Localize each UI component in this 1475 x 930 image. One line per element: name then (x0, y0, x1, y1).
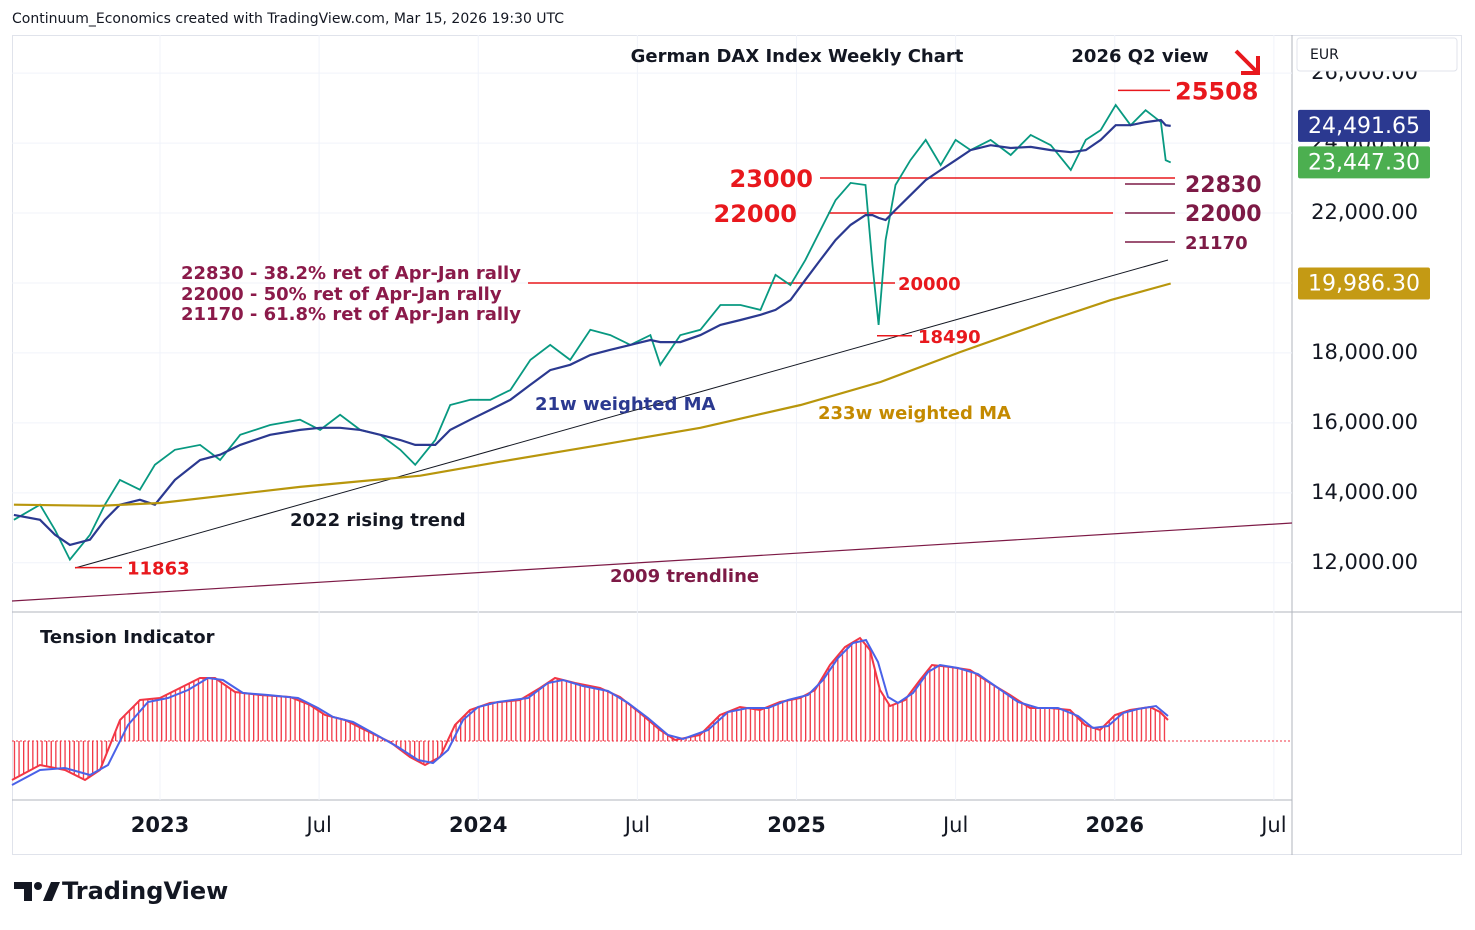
down-arrow (1234, 49, 1260, 75)
currency-box (1296, 37, 1458, 72)
trendline-2022 (74, 259, 1169, 569)
x-tick-label: 2024 (449, 813, 507, 837)
x-tick-label: 2023 (131, 813, 189, 837)
note: 21170 - 61.8% ret of Apr-Jan rally (181, 304, 521, 325)
price-label: 24,491.65 (1308, 114, 1420, 139)
level-label: 22000 (714, 200, 798, 228)
level-label: 18490 (918, 327, 981, 348)
price-label: 19,986.30 (1308, 271, 1420, 296)
chart-title: German DAX Index Weekly Chart (631, 46, 964, 67)
indicator-title: Tension Indicator (40, 627, 215, 648)
tension-signal (11, 638, 1169, 786)
x-tick-label: 2025 (767, 813, 825, 837)
y-tick-label: 14,000.00 (1311, 480, 1418, 504)
y-tick-label: 18,000.00 (1311, 340, 1418, 364)
series-line (13, 103, 1172, 562)
trendline-label: 2009 trendline (610, 566, 759, 587)
y-tick-label: 16,000.00 (1311, 410, 1418, 434)
level-label: 11863 (127, 559, 190, 580)
currency: EUR (1310, 47, 1339, 63)
series-line (13, 118, 1171, 547)
trendline-label: 2022 rising trend (290, 510, 466, 531)
x-tick-label: Jul (1259, 813, 1286, 837)
x-tick-label: 2026 (1086, 813, 1144, 837)
note: 22000 - 50% ret of Apr-Jan rally (181, 284, 502, 305)
level-label: 25508 (1175, 77, 1259, 105)
price-label-bg (1298, 146, 1430, 179)
main-pane (12, 89, 1292, 602)
x-tick-label: Jul (941, 813, 968, 837)
x-tick-label: Jul (623, 813, 650, 837)
y-tick-label: 22,000.00 (1311, 200, 1418, 224)
subtitle: 2026 Q2 view (1071, 46, 1208, 67)
x-tick-label: Jul (304, 813, 331, 837)
logo-text: TradingView (62, 877, 228, 905)
series-line (13, 282, 1171, 507)
logo: TradingView (14, 877, 228, 905)
tension-indicator (11, 636, 1292, 786)
frame (12, 35, 1462, 855)
level-label: 21170 (1185, 233, 1248, 254)
price-label: 23,447.30 (1308, 150, 1420, 175)
level-label: 22000 (1185, 202, 1262, 227)
level-label: 20000 (898, 274, 961, 295)
price-label-bg (1298, 109, 1430, 142)
trendline-2009 (12, 522, 1292, 602)
level-label: 22830 (1185, 173, 1262, 198)
level-label: 23000 (730, 165, 814, 193)
note: 22830 - 38.2% ret of Apr-Jan rally (181, 263, 521, 284)
tension-histogram (12, 638, 1168, 780)
price-label-bg (1298, 267, 1430, 300)
ma-label: 21w weighted MA (535, 394, 716, 415)
header: Continuum_Economics created with Trading… (12, 11, 564, 27)
y-tick-label: 12,000.00 (1311, 550, 1418, 574)
ma-label: 233w weighted MA (818, 403, 1011, 424)
